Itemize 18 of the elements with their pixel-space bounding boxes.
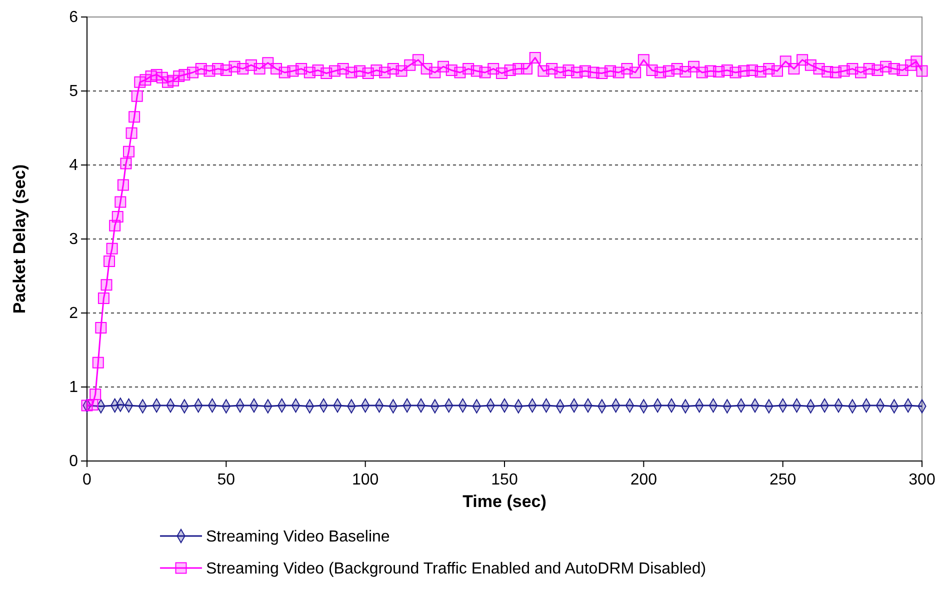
legend-label: Streaming Video (Background Traffic Enabled and AutoDRM Disabled) [206,560,706,578]
x-tick-label: 50 [217,471,236,488]
y-tick-label: 0 [69,453,78,470]
x-tick-label: 200 [630,471,658,488]
y-tick-label: 4 [69,157,78,174]
y-tick-label: 3 [69,231,78,248]
legend-label: Streaming Video Baseline [206,528,390,546]
y-tick-label: 6 [69,9,78,26]
x-tick-label: 250 [769,471,796,488]
x-axis-title: Time (sec) [462,492,546,511]
x-tick-label: 100 [352,471,379,488]
y-tick-label: 2 [69,305,78,322]
y-tick-label: 5 [69,83,78,100]
y-tick-label: 1 [69,379,78,396]
x-tick-label: 0 [82,471,92,488]
x-tick-label: 150 [491,471,518,488]
x-tick-label: 300 [908,471,936,488]
y-axis-title: Packet Delay (sec) [10,164,29,314]
